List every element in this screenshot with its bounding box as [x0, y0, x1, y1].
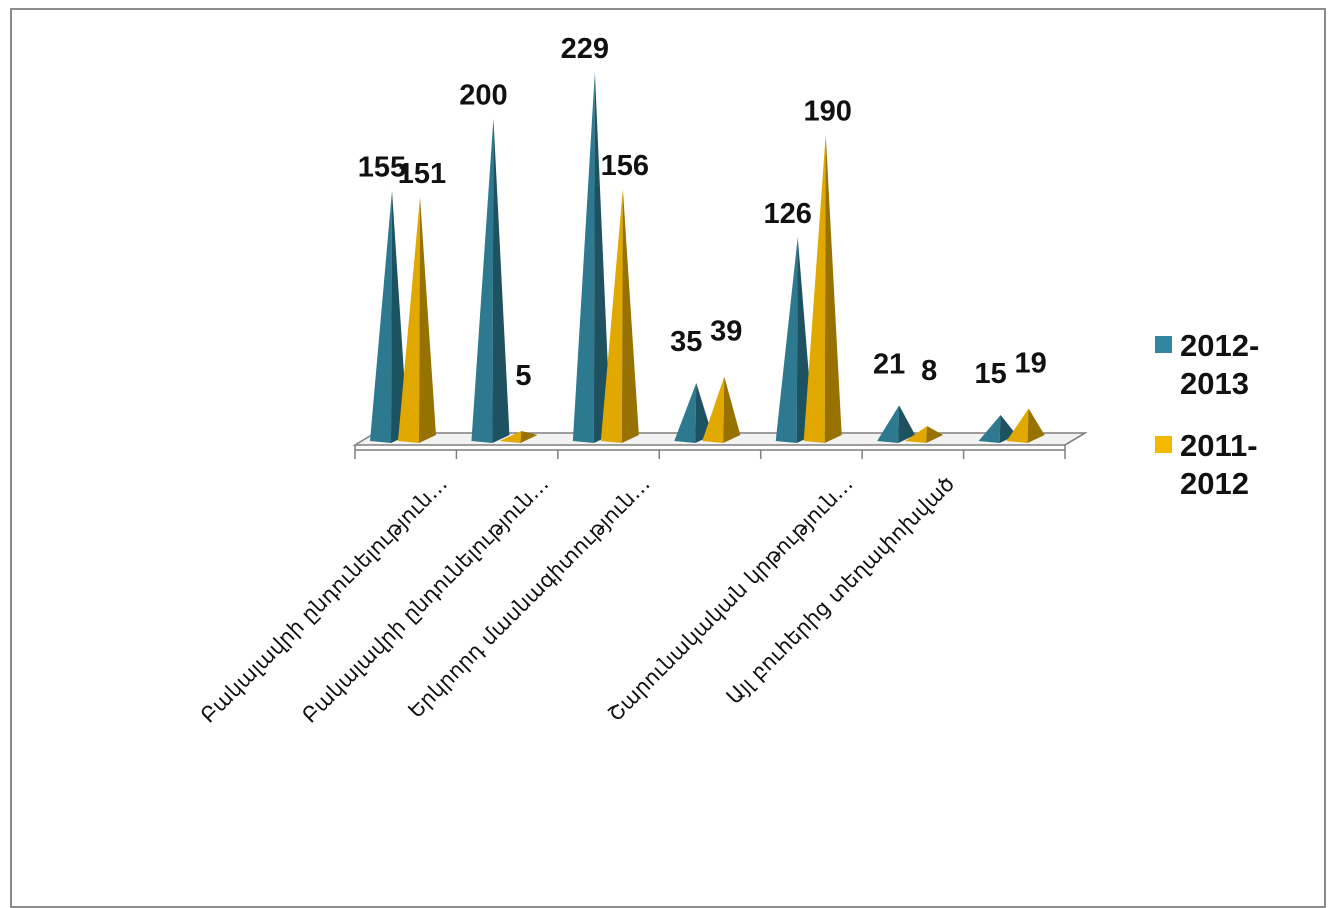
data-label-s1-c4: 35 — [670, 326, 702, 358]
pyramid-bar-s1-c3 — [572, 72, 611, 443]
chart-frame — [10, 8, 1326, 908]
data-label-s2-c4: 39 — [710, 315, 742, 347]
legend-label-2-line1: 2011- — [1180, 428, 1258, 463]
data-label-s1-c2: 200 — [459, 79, 507, 111]
data-label-s1-c3: 229 — [561, 33, 609, 65]
data-label-s2-c3: 156 — [601, 150, 649, 182]
data-label-s2-c1: 151 — [398, 158, 446, 190]
pyramid-bar-s2-c2 — [499, 430, 538, 443]
chart-bars — [370, 72, 1045, 443]
pyramid-bar-s2-c6 — [905, 426, 944, 443]
data-label-s1-c1: 155 — [358, 152, 406, 184]
floor-edge — [1064, 432, 1086, 446]
data-label-s2-c6: 8 — [921, 355, 937, 387]
legend-label-1-line1: 2012- — [1180, 328, 1259, 363]
pyramid-bar-s2-c1 — [398, 197, 436, 443]
legend: 2012-2013 2011-2012 — [1155, 328, 1259, 501]
data-label-s1-c5: 126 — [764, 198, 812, 230]
pyramid-bar-s2-c3 — [600, 188, 639, 443]
data-label-s1-c6: 21 — [873, 348, 905, 380]
pyramid-bar-s1-c6 — [877, 405, 916, 443]
pyramid-bar-s2-c7 — [1006, 408, 1045, 443]
pyramid-bar-s1-c2 — [471, 118, 510, 443]
legend-label-1-line2: 2013 — [1180, 366, 1249, 401]
pyramid-bar-s2-c4 — [702, 376, 741, 443]
legend-swatch-1 — [1155, 336, 1172, 353]
category-labels: Բակալավրի ընդունելություն…Բակալավրի ընդո… — [196, 472, 959, 728]
category-label-6: Այլ բուհերից տեղափոխված — [722, 472, 959, 709]
data-label-s2-c5: 190 — [804, 96, 852, 128]
pyramid-bar-s2-c5 — [803, 134, 842, 443]
data-label-s2-c2: 5 — [515, 360, 531, 392]
legend-swatch-2 — [1155, 436, 1172, 453]
data-label-s2-c7: 19 — [1014, 348, 1046, 380]
legend-label-2-line2: 2012 — [1180, 466, 1249, 501]
data-label-s1-c7: 15 — [974, 358, 1006, 390]
